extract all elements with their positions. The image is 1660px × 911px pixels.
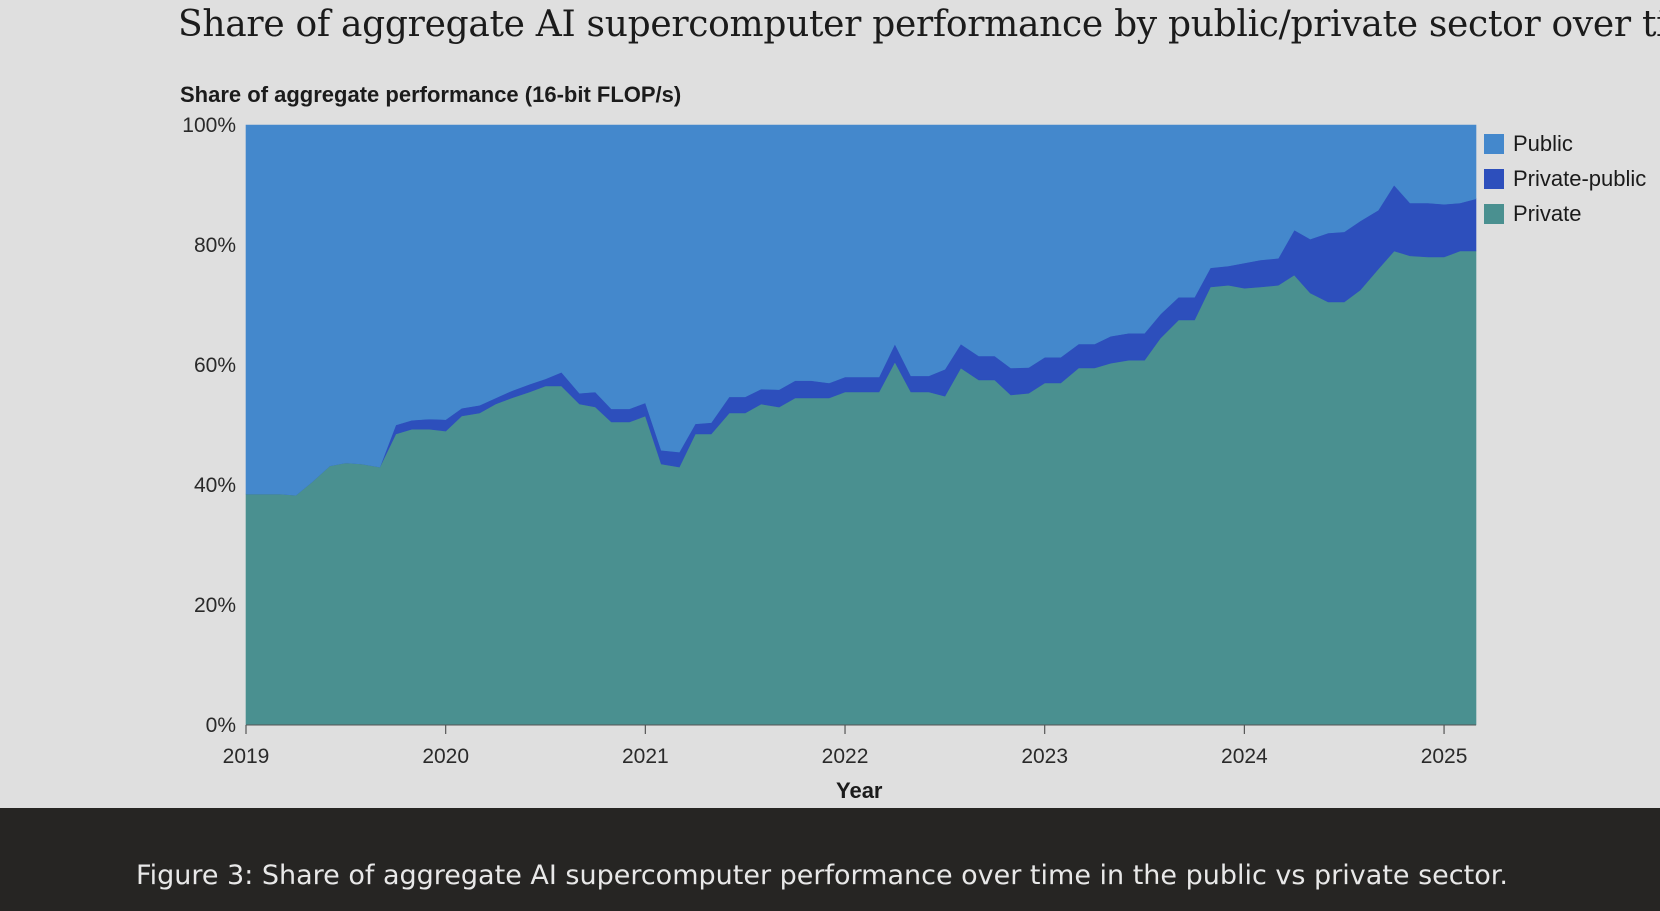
y-tick-label: 40% bbox=[194, 474, 236, 497]
y-tick-label: 60% bbox=[194, 354, 236, 377]
legend-item-public: Public bbox=[1484, 126, 1646, 161]
x-tick-label: 2020 bbox=[422, 745, 469, 768]
legend-swatch-public bbox=[1484, 133, 1504, 154]
chart-panel: Share of aggregate AI supercomputer perf… bbox=[178, 4, 1660, 803]
x-tick-label: 2025 bbox=[1421, 745, 1468, 768]
legend-swatch-private bbox=[1484, 203, 1504, 224]
legend-label-private-public: Private-public bbox=[1513, 165, 1647, 191]
y-tick-label: 100% bbox=[182, 114, 236, 137]
area-public bbox=[245, 124, 1477, 496]
legend-item-private-public: Private-public bbox=[1484, 161, 1646, 196]
legend-item-private: Private bbox=[1484, 196, 1646, 231]
chart-legend: Public Private-public Private bbox=[1484, 126, 1646, 231]
legend-label-public: Public bbox=[1513, 130, 1573, 156]
x-axis-label: Year bbox=[836, 778, 883, 803]
x-tick-label: 2023 bbox=[1021, 745, 1068, 768]
y-tick-label: 80% bbox=[194, 234, 236, 257]
x-tick-label: 2021 bbox=[622, 745, 669, 768]
y-tick-label: 0% bbox=[206, 714, 236, 737]
y-axis-label: Share of aggregate performance (16-bit F… bbox=[180, 82, 682, 107]
area-chart: 0% 20% 40% 60% 80% 100% 2019 2020 2021 2022 2023 20… bbox=[182, 114, 1477, 768]
x-tick-label: 2024 bbox=[1221, 745, 1268, 768]
figure-caption: Figure 3: Share of aggregate AI supercom… bbox=[136, 860, 1508, 891]
y-tick-label: 20% bbox=[194, 594, 236, 617]
chart-title: Share of aggregate AI supercomputer perf… bbox=[178, 4, 1660, 45]
x-tick-label: 2022 bbox=[822, 745, 869, 768]
legend-swatch-private-public bbox=[1484, 168, 1504, 189]
x-tick-label: 2019 bbox=[223, 745, 270, 768]
figure-footer bbox=[0, 808, 1660, 911]
legend-label-private: Private bbox=[1513, 200, 1582, 226]
